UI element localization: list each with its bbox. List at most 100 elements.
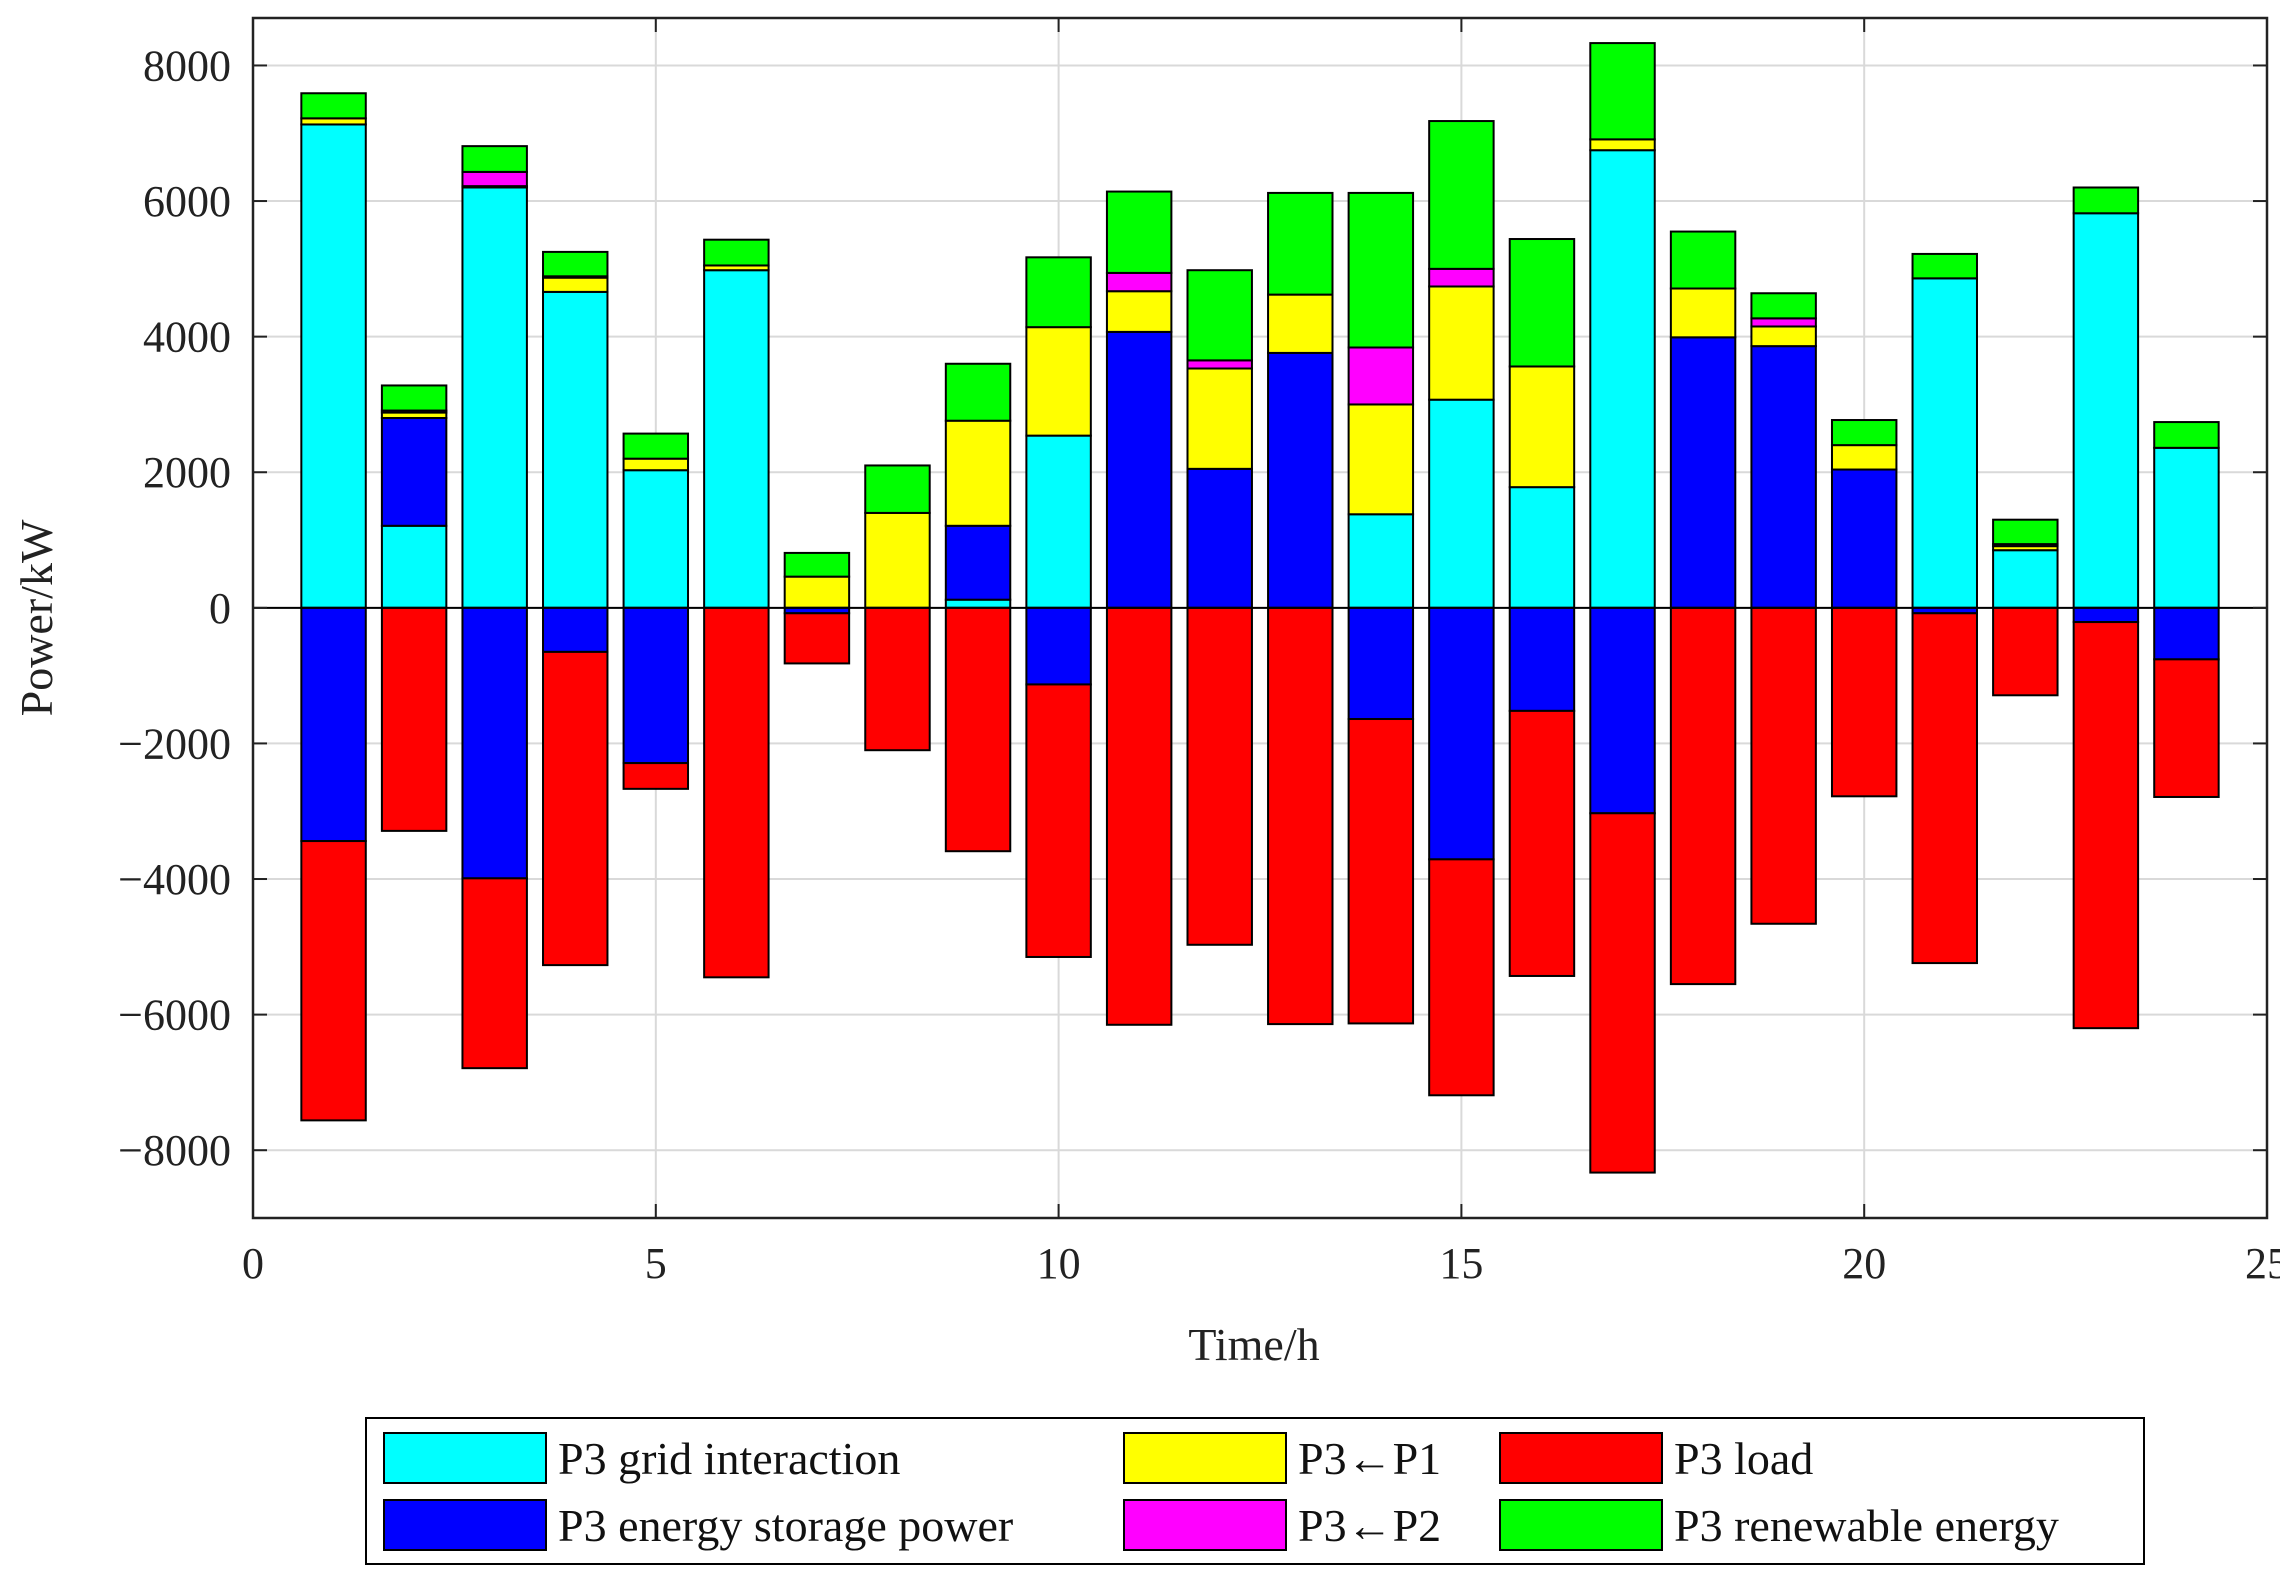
bar-segment xyxy=(1186,269,1253,362)
bar-segment xyxy=(1508,238,1576,368)
bar-segment xyxy=(1186,367,1253,470)
bar-segment xyxy=(300,123,367,609)
bar-segment xyxy=(703,606,770,979)
bar-segment xyxy=(703,238,770,267)
bar-segment xyxy=(1669,606,1737,986)
bar-segment xyxy=(300,606,367,843)
bar-segment xyxy=(542,276,609,293)
bar-segment xyxy=(1830,468,1898,609)
bar-segment xyxy=(380,384,448,412)
x-tick-label: 15 xyxy=(1439,1239,1483,1288)
bar-segment xyxy=(2153,658,2220,798)
bar-segment xyxy=(1508,486,1576,609)
legend-label-p1: P3←P1 xyxy=(1298,1433,1441,1484)
legend-label-renewable: P3 renewable energy xyxy=(1674,1500,2059,1551)
bar-segment xyxy=(1508,365,1576,489)
bar-segment xyxy=(300,840,367,1122)
x-tick-label: 5 xyxy=(645,1239,667,1288)
bar-segment xyxy=(1347,718,1415,1025)
legend-label-grid: P3 grid interaction xyxy=(558,1433,900,1484)
bar-segment xyxy=(380,524,448,609)
bar-segment xyxy=(783,575,851,609)
y-tick-label: 8000 xyxy=(143,41,231,90)
bar-segment xyxy=(1911,252,1978,280)
bar-segment xyxy=(1347,513,1415,609)
bar-segment xyxy=(1267,351,1334,609)
bar-segment xyxy=(1025,256,1092,329)
bar-segment xyxy=(1508,709,1576,977)
y-tick-label: 0 xyxy=(209,584,231,633)
bar-segment xyxy=(2153,421,2220,449)
bar-segment xyxy=(2072,621,2140,1030)
bar-segment xyxy=(1669,336,1737,609)
bar-segment xyxy=(461,170,528,188)
bar-segment xyxy=(1267,293,1334,354)
y-tick-label: 2000 xyxy=(143,448,231,497)
legend-swatch-p2 xyxy=(1123,1499,1287,1551)
y-tick-label: −2000 xyxy=(118,719,231,768)
bar-segment xyxy=(461,877,528,1070)
axes: −8000 −6000 −4000 −2000 0 2000 4000 6000 8000 0 5 1… xyxy=(118,16,2280,1288)
bar-segment xyxy=(1589,812,1656,1174)
bar-segment xyxy=(1105,271,1173,293)
bar-segment xyxy=(944,419,1012,527)
bar-segment xyxy=(380,417,448,527)
legend: P3 grid interaction P3 energy storage po… xyxy=(365,1417,2145,1565)
bar-segment xyxy=(1589,138,1656,152)
bar-segment xyxy=(864,464,931,514)
bar-segment xyxy=(622,606,690,765)
bar-segment xyxy=(1347,403,1415,516)
bar-segment xyxy=(1830,606,1898,798)
bar-segment xyxy=(1347,346,1415,406)
bar-segment xyxy=(1911,612,1978,965)
bar-segment xyxy=(461,186,528,609)
legend-swatch-renewable xyxy=(1499,1499,1663,1551)
bar-segment xyxy=(864,606,931,752)
bar-segment xyxy=(1830,419,1898,447)
bar-segment xyxy=(944,598,1012,609)
bar-segment xyxy=(622,432,690,460)
bar-segment xyxy=(622,469,690,609)
y-tick-label: −8000 xyxy=(118,1126,231,1175)
bar-segment xyxy=(2153,446,2220,609)
x-tick-label: 20 xyxy=(1842,1239,1886,1288)
legend-swatch-storage xyxy=(383,1499,547,1551)
x-tick-label: 25 xyxy=(2245,1239,2280,1288)
bar-segment xyxy=(1750,292,1817,320)
bar-segment xyxy=(783,551,851,578)
bar-segment xyxy=(1992,549,2059,609)
bar-segment xyxy=(1428,267,1495,288)
bar-segment xyxy=(622,457,690,472)
bar-segment xyxy=(622,762,690,790)
bar-segment xyxy=(1750,325,1817,348)
bar-segment xyxy=(1669,230,1737,290)
bar-segment xyxy=(2072,212,2140,609)
bar-segment xyxy=(1428,858,1495,1097)
bar-segment xyxy=(542,250,609,278)
legend-label-p2: P3←P2 xyxy=(1298,1500,1441,1551)
bar-segment xyxy=(1589,606,1656,815)
legend-label-storage: P3 energy storage power xyxy=(558,1500,1013,1551)
legend-label-load: P3 load xyxy=(1674,1433,1813,1484)
y-tick-label: −6000 xyxy=(118,991,231,1040)
bar-segment xyxy=(1428,120,1495,270)
bar-segment xyxy=(1992,606,2059,697)
bar-segment xyxy=(1428,606,1495,861)
bar-segment xyxy=(542,290,609,609)
x-tick-label: 0 xyxy=(242,1239,264,1288)
bar-segment xyxy=(1508,606,1576,712)
bar-segment xyxy=(2072,186,2140,215)
bar-segment xyxy=(944,606,1012,853)
bar-segment xyxy=(1669,287,1737,339)
legend-swatch-p1 xyxy=(1123,1432,1287,1484)
y-tick-label: 4000 xyxy=(143,313,231,362)
bar-segment xyxy=(1992,518,2059,546)
bar-segment xyxy=(1105,330,1173,609)
bar-segment xyxy=(542,650,609,967)
x-tick-label: 10 xyxy=(1037,1239,1081,1288)
bar-segment xyxy=(1428,285,1495,401)
bar-segment xyxy=(783,612,851,665)
bar-segment xyxy=(1589,149,1656,609)
bar-segment xyxy=(542,606,609,653)
